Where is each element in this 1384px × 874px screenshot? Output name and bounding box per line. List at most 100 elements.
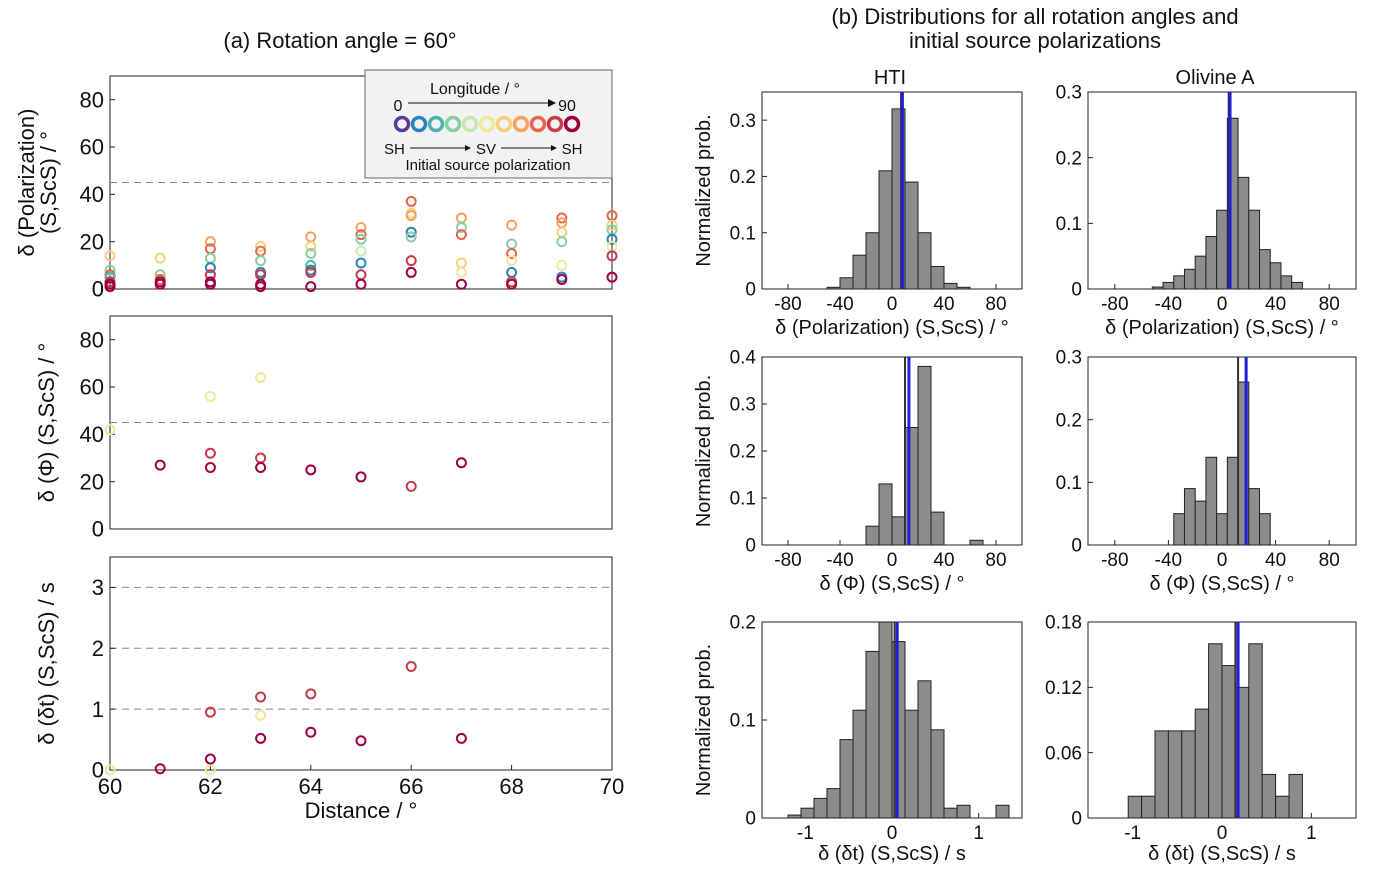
data-point [405,661,417,673]
x-tick-label: 64 [299,774,323,799]
x-axis-label: δ (Φ) (S,ScS) / ° [1149,573,1294,595]
data-point [305,281,317,293]
y-tick-label: 20 [80,469,104,494]
y-axis-label-line2: (S,ScS) / ° [36,131,61,234]
data-point [455,221,467,233]
histogram-bar [1288,773,1303,819]
data-point [405,480,417,492]
data-point [305,248,317,259]
data-point [204,262,216,274]
data-point [204,252,216,264]
x-tick-label: 40 [1265,294,1286,315]
histogram-bar [1194,500,1207,546]
data-point [154,252,166,264]
histogram-bar [930,729,945,819]
y-tick-label: 0 [92,758,104,783]
x-tick-label: -1 [1124,823,1141,844]
y-tick-label: 0 [1071,280,1082,301]
data-point [104,264,116,276]
data-point [405,231,417,243]
y-tick-label: 60 [80,375,104,400]
y-tick-label: 0.2 [730,167,756,188]
column-label-olivine: Olivine A [1176,67,1256,89]
data-point [556,274,568,286]
legend-color-circle [495,115,513,133]
y-tick-label: 0 [745,280,756,301]
x-tick-label: 80 [1319,550,1340,571]
x-tick-label: 0 [887,823,898,844]
y-tick-label: 0 [92,517,104,542]
legend-color-circle [410,115,428,133]
y-tick-label: 0.3 [1056,348,1082,369]
x-axis-label: Distance / ° [305,798,418,823]
y-tick-label: 0.2 [730,613,756,634]
histogram-bar [1226,456,1239,546]
legend-color-circle [427,115,445,133]
histogram-bar [852,254,867,290]
data-point [606,271,618,283]
data-point [606,250,618,262]
data-point [405,266,417,278]
data-point [104,424,116,436]
y-tick-label: 0.06 [1045,743,1082,764]
x-axis-label: δ (Polarization) (S,ScS) / ° [1105,317,1339,339]
data-point [305,240,317,252]
legend-pol-arrowhead1 [465,145,471,151]
axes-frame-a3 [109,556,613,771]
title-b-line2: initial source polarizations [909,28,1161,53]
data-point [355,735,367,747]
histogram-bar [1261,773,1277,819]
y-tick-label: 0.1 [730,223,756,244]
data-point [355,233,367,245]
histogram-bar [995,804,1010,819]
x-tick-label: -40 [1155,550,1182,571]
data-point [255,452,267,464]
legend-lon-start: 0 [394,98,403,115]
legend-lon-end: 90 [558,98,576,115]
data-point [405,255,417,267]
y-tick-label: 80 [80,327,104,352]
x-tick-label: 80 [985,294,1006,315]
histogram-bar [852,709,867,819]
legend-color-circles [393,115,581,133]
x-tick-label: 60 [98,774,122,799]
y-tick-label: 0 [745,536,756,557]
data-point [355,221,367,233]
x-tick-label: 40 [933,294,954,315]
data-point [355,269,367,281]
y-axis-label: Normalized prob. [693,114,715,266]
histogram-bar [813,797,828,819]
legend-color-circle [563,115,581,133]
histogram-bar [1194,708,1210,819]
histogram-bar [1183,488,1196,546]
x-tick-label: 80 [985,550,1006,571]
histogram-bar [1216,513,1228,546]
data-point [355,229,367,241]
histogram-bar [878,621,893,819]
data-point [455,732,467,744]
histogram-bar [1280,275,1293,290]
y-axis-label: δ (Φ) (S,ScS) / ° [34,343,59,503]
y-tick-label: 1 [92,697,104,722]
data-point [405,195,417,207]
histogram-bar [878,170,893,290]
x-tick-label: 62 [198,774,222,799]
data-point [255,281,267,293]
y-tick-label: 2 [92,636,104,661]
histogram-bar [1151,286,1164,290]
y-axis-label: Normalized prob. [693,375,715,527]
data-point [305,726,317,738]
x-axis-label: δ (δt) (S,ScS) / s [818,843,966,865]
x-tick-label: -40 [826,550,853,571]
x-tick-label: 66 [399,774,423,799]
x-tick-label: 0 [1217,823,1228,844]
data-point [455,266,467,278]
y-tick-label: 20 [80,229,104,254]
histogram-bar [1205,235,1218,290]
x-tick-label: -80 [774,294,801,315]
x-tick-label: -40 [826,294,853,315]
x-tick-label: 40 [1265,550,1286,571]
data-point [204,236,216,248]
